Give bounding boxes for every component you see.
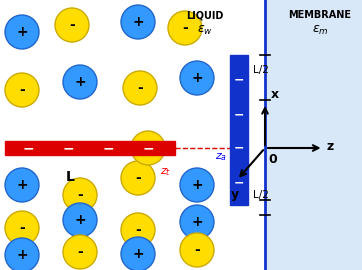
- Text: -: -: [19, 83, 25, 97]
- Text: L: L: [66, 170, 75, 184]
- Circle shape: [121, 161, 155, 195]
- Text: LIQUID: LIQUID: [186, 10, 224, 20]
- Text: -: -: [135, 171, 141, 185]
- Circle shape: [180, 168, 214, 202]
- Circle shape: [180, 61, 214, 95]
- Circle shape: [121, 213, 155, 247]
- Circle shape: [63, 178, 97, 212]
- Circle shape: [123, 71, 157, 105]
- Text: -: -: [77, 188, 83, 202]
- Text: −: −: [234, 141, 244, 154]
- Bar: [0, 0, 265, 270]
- Bar: [265, 0, 362, 270]
- Text: L/2: L/2: [253, 65, 269, 75]
- Text: -: -: [69, 18, 75, 32]
- Text: z: z: [327, 140, 334, 153]
- Text: -: -: [19, 221, 25, 235]
- Text: $\varepsilon_m$: $\varepsilon_m$: [312, 24, 328, 37]
- Circle shape: [121, 5, 155, 39]
- Text: $z_a$: $z_a$: [215, 151, 227, 163]
- Circle shape: [55, 8, 89, 42]
- Circle shape: [5, 15, 39, 49]
- Text: -: -: [77, 245, 83, 259]
- Text: +: +: [191, 71, 203, 85]
- Text: −: −: [102, 141, 114, 155]
- Text: −: −: [234, 177, 244, 190]
- Circle shape: [131, 131, 165, 165]
- Circle shape: [63, 65, 97, 99]
- Circle shape: [168, 11, 202, 45]
- Text: +: +: [74, 75, 86, 89]
- Circle shape: [5, 211, 39, 245]
- Circle shape: [5, 168, 39, 202]
- Circle shape: [121, 237, 155, 270]
- Bar: [230, 55, 248, 205]
- Circle shape: [180, 233, 214, 267]
- Text: +: +: [74, 213, 86, 227]
- Text: −: −: [62, 141, 74, 155]
- Text: +: +: [191, 215, 203, 229]
- Text: y: y: [231, 188, 239, 201]
- Text: −: −: [142, 141, 154, 155]
- Text: -: -: [137, 81, 143, 95]
- Text: +: +: [132, 247, 144, 261]
- Circle shape: [63, 235, 97, 269]
- Text: -: -: [194, 243, 200, 257]
- Text: +: +: [16, 178, 28, 192]
- Circle shape: [180, 205, 214, 239]
- Circle shape: [5, 238, 39, 270]
- Text: +: +: [132, 15, 144, 29]
- Text: +: +: [16, 25, 28, 39]
- Text: -: -: [135, 223, 141, 237]
- Bar: [5, 141, 175, 155]
- Circle shape: [5, 73, 39, 107]
- Text: 0: 0: [268, 153, 277, 166]
- Text: −: −: [234, 109, 244, 122]
- Text: +: +: [191, 178, 203, 192]
- Text: x: x: [271, 88, 279, 101]
- Text: $z_t$: $z_t$: [160, 166, 171, 178]
- Text: -: -: [145, 141, 151, 155]
- Text: $\varepsilon_w$: $\varepsilon_w$: [197, 24, 213, 37]
- Text: −: −: [234, 73, 244, 86]
- Text: L/2: L/2: [253, 190, 269, 200]
- Text: -: -: [182, 21, 188, 35]
- Text: −: −: [22, 141, 34, 155]
- Circle shape: [63, 203, 97, 237]
- Text: MEMBRANE: MEMBRANE: [289, 10, 352, 20]
- Text: +: +: [16, 248, 28, 262]
